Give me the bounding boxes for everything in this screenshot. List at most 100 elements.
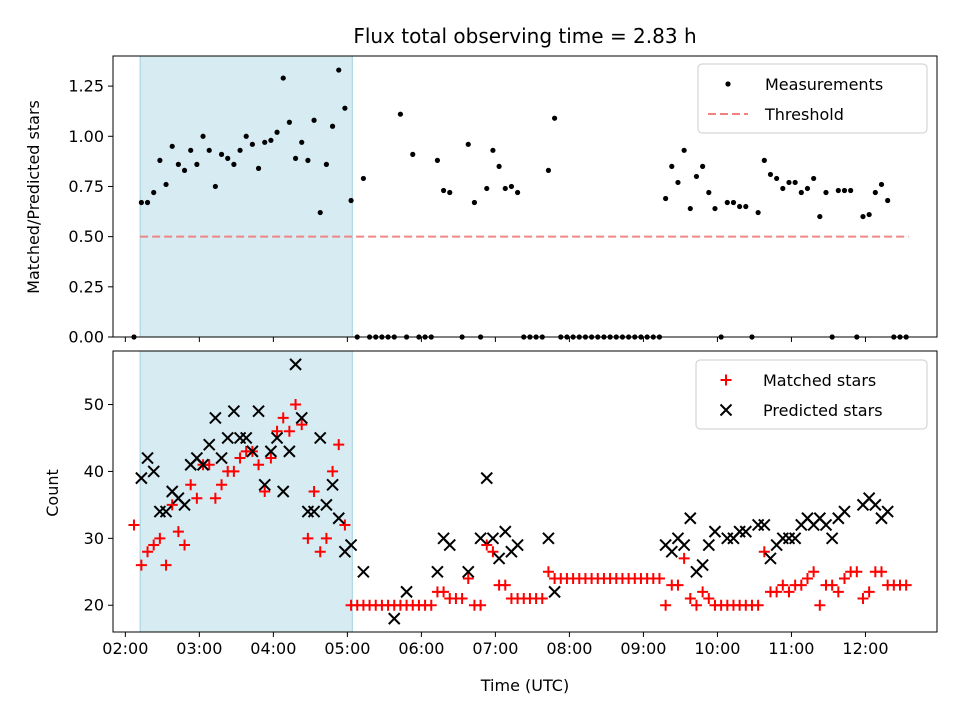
data-point: [696, 558, 709, 572]
data-point: [663, 195, 669, 202]
data-point: [672, 579, 684, 591]
data-point: [767, 171, 774, 178]
data-point: [274, 129, 280, 135]
data-point: [228, 465, 240, 477]
data-point: [292, 155, 299, 161]
data-point: [196, 458, 210, 471]
data-point: [838, 572, 850, 584]
data-point: [410, 151, 416, 157]
top-series-measurements: [131, 67, 909, 340]
data-point: [265, 452, 277, 464]
data-point: [221, 431, 234, 445]
data-point: [848, 187, 854, 194]
data-point: [264, 445, 278, 458]
data-point: [462, 565, 475, 578]
data-point: [231, 161, 237, 167]
data-point: [774, 175, 780, 182]
data-point: [141, 451, 154, 465]
data-point: [475, 599, 487, 611]
bottom-y-tick-label: 50: [84, 395, 104, 414]
top-y-tick-label: 0.25: [68, 277, 104, 296]
top-y-tick-label: 0.75: [68, 177, 104, 196]
data-point: [487, 546, 499, 558]
top-panel: 0.00 0.25 0.50 0.75 1.00 1.25 Measurements Thre…: [68, 55, 938, 347]
top-y-tick-label: 1.00: [68, 127, 104, 146]
data-point: [227, 405, 241, 418]
data-point: [752, 599, 764, 611]
data-point: [178, 498, 191, 512]
data-point: [660, 599, 672, 611]
data-point: [142, 546, 154, 558]
data-point: [327, 465, 339, 477]
data-point: [542, 532, 555, 545]
data-point: [841, 187, 848, 194]
data-point: [253, 459, 265, 471]
data-point: [771, 586, 783, 598]
data-point: [280, 75, 286, 81]
data-point: [135, 471, 148, 485]
data-point: [693, 173, 700, 180]
data-point: [289, 358, 302, 371]
data-point: [536, 593, 548, 605]
data-point: [342, 105, 348, 111]
data-point: [348, 197, 354, 204]
data-point: [881, 505, 894, 518]
data-point: [308, 486, 320, 497]
data-point: [302, 532, 314, 544]
data-point: [817, 213, 823, 220]
data-point: [296, 419, 308, 431]
data-point: [194, 161, 200, 167]
data-point: [878, 181, 885, 188]
data-point: [317, 209, 323, 216]
data-point: [240, 431, 253, 445]
bottom-x-tick-label: 10:00: [694, 639, 740, 658]
data-point: [795, 579, 807, 591]
data-point: [326, 478, 339, 492]
data-point: [299, 139, 305, 145]
data-point: [465, 141, 471, 147]
data-point: [678, 552, 690, 564]
bottom-x-tick-label: 08:00: [546, 639, 592, 658]
bottom-y-axis-label: Count: [43, 469, 62, 517]
data-point: [234, 452, 246, 464]
data-point: [138, 199, 144, 206]
data-point: [135, 559, 147, 571]
data-point: [438, 586, 450, 598]
data-point: [786, 179, 792, 186]
top-legend-label: Threshold: [764, 105, 844, 124]
data-point: [243, 133, 249, 139]
data-point: [665, 545, 678, 558]
data-point: [185, 479, 197, 491]
data-point: [160, 559, 172, 571]
data-point: [743, 203, 749, 210]
data-point: [814, 599, 826, 611]
data-point: [819, 518, 833, 532]
data-point: [823, 189, 829, 196]
data-point: [508, 183, 515, 190]
data-point: [499, 579, 511, 591]
bottom-x-tick-label: 09:00: [620, 639, 666, 658]
data-point: [307, 505, 321, 518]
bottom-x-tick-label: 11:00: [768, 639, 814, 658]
data-point: [724, 199, 730, 206]
data-point: [172, 526, 184, 538]
data-point: [798, 189, 804, 196]
data-point: [336, 67, 342, 73]
data-point: [866, 211, 872, 218]
data-point: [502, 185, 508, 192]
top-y-axis-label: Matched/Predicted stars: [24, 100, 43, 294]
bottom-x-tick-label: 04:00: [250, 639, 296, 658]
data-point: [758, 518, 771, 532]
data-point: [268, 137, 274, 143]
data-point: [514, 189, 521, 196]
top-y-tick-label: 0.50: [68, 227, 104, 246]
bottom-series-predicted-stars: [135, 358, 894, 625]
data-point: [712, 205, 718, 212]
top-chart-title: Flux total observing time = 2.83 h: [353, 24, 696, 48]
data-point: [314, 546, 326, 558]
data-point: [339, 519, 351, 531]
data-point: [730, 199, 737, 206]
data-point: [499, 525, 512, 538]
data-point: [397, 111, 404, 117]
data-point: [832, 586, 844, 598]
